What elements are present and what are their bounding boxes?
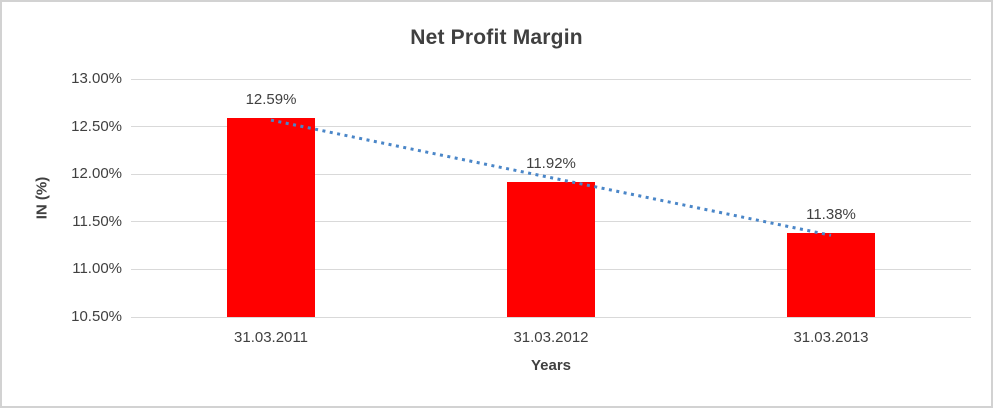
bar-value-label: 11.38% <box>806 206 856 224</box>
x-tick-label: 31.03.2013 <box>793 329 869 346</box>
x-tick-label: 31.03.2012 <box>513 329 589 346</box>
bar-31.03.2013 <box>787 233 875 317</box>
bar-31.03.2012 <box>507 181 595 317</box>
y-tick-label: 11.50% <box>72 212 122 230</box>
y-tick-label: 12.00% <box>71 165 122 183</box>
bar-31.03.2011 <box>227 118 315 317</box>
y-tick-label: 13.00% <box>71 70 122 87</box>
y-tick-label: 10.50% <box>71 308 122 325</box>
gridline <box>131 78 971 80</box>
bar-value-label: 11.92% <box>526 154 576 172</box>
x-axis-title: Years <box>530 357 572 374</box>
x-tick-label: 31.03.2011 <box>234 329 308 346</box>
y-tick-label: 11.00% <box>72 260 122 278</box>
y-tick-label: 12.50% <box>71 117 122 135</box>
gridline <box>131 316 971 318</box>
bar-value-label: 12.59% <box>245 91 297 109</box>
chart-title: Net Profit Margin <box>410 26 583 49</box>
